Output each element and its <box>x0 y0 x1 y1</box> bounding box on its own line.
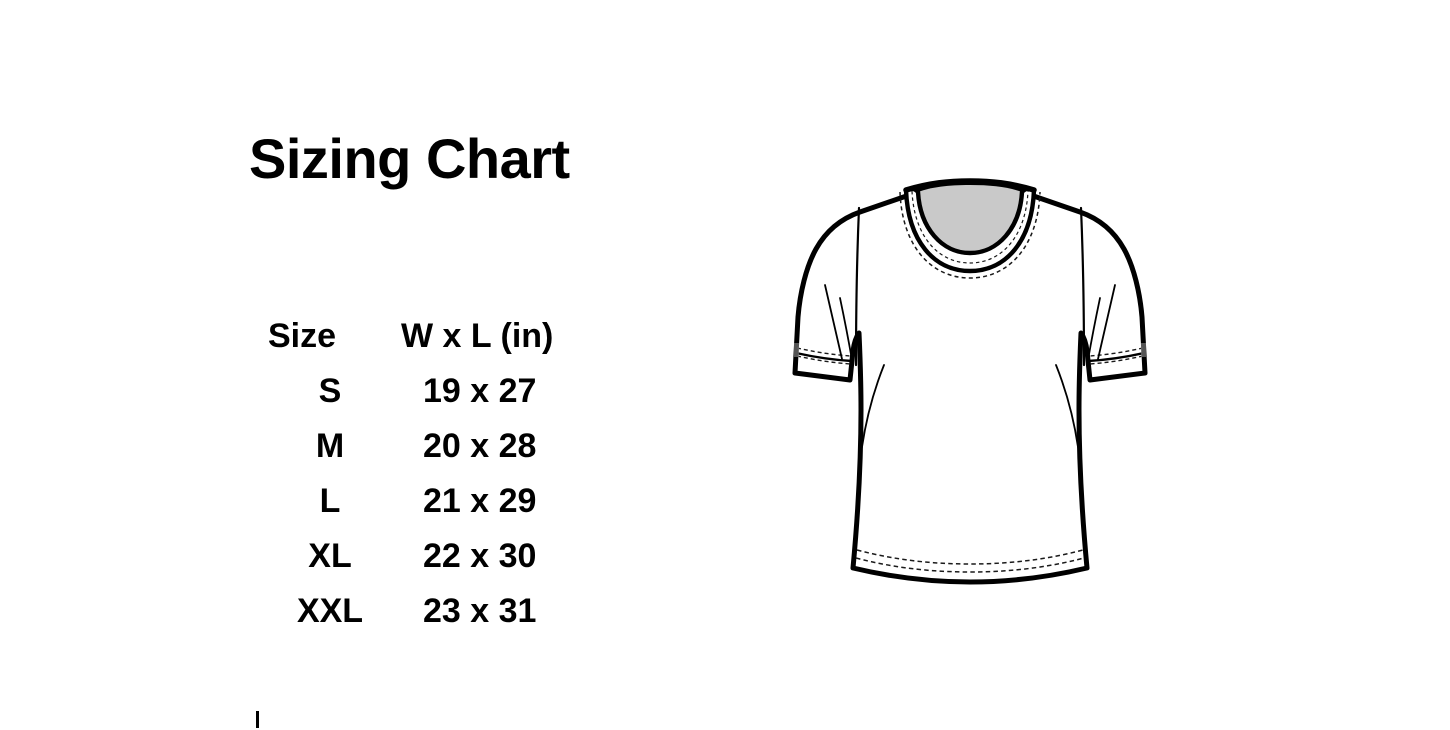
cell-dimensions: 21 x 29 <box>423 482 537 520</box>
table-body: S 19 x 27 M 20 x 28 L 21 x 29 XL 22 x 30… <box>262 364 598 639</box>
right-shoulder-seam <box>1079 206 1086 367</box>
collar-stitch-inner <box>911 190 1029 264</box>
cell-size: L <box>319 482 341 520</box>
collar-stitch-outer <box>899 191 1041 279</box>
table-header-row: Size W x L (in) <box>262 309 598 364</box>
text-cursor-caret <box>256 711 259 728</box>
collar-band <box>903 186 1037 274</box>
neckline-top-edge <box>903 178 1037 193</box>
tshirt-svg <box>792 178 1148 585</box>
cell-size: S <box>318 372 342 410</box>
column-header-dimensions: W x L (in) <box>401 317 554 355</box>
table-row: S 19 x 27 <box>262 364 598 419</box>
table-row: L 21 x 29 <box>262 474 598 529</box>
right-sleeve-fold-line <box>1097 284 1116 360</box>
table-row: M 20 x 28 <box>262 419 598 474</box>
sizing-table: Size W x L (in) S 19 x 27 M 20 x 28 L 21… <box>262 309 598 639</box>
table-header: Size W x L (in) <box>262 309 598 364</box>
cell-size: XL <box>308 537 352 575</box>
hem-stitch-upper <box>856 549 1084 565</box>
column-header-size: Size <box>268 317 337 355</box>
table-row: XXL 23 x 31 <box>262 584 598 639</box>
left-side-drape-line <box>861 364 885 448</box>
table-row: XL 22 x 30 <box>262 529 598 584</box>
cell-size: M <box>315 427 345 465</box>
left-sleeve-mark <box>794 343 799 357</box>
right-sleeve-cuff-line <box>1086 351 1146 363</box>
left-shoulder-seam <box>854 206 861 367</box>
cell-dimensions: 22 x 30 <box>423 537 537 575</box>
right-sleeve-mark <box>1141 343 1146 357</box>
tshirt-body-outline <box>792 182 1148 585</box>
page-title: Sizing Chart <box>249 127 570 190</box>
left-sleeve-stitch-upper <box>796 347 852 357</box>
right-side-drape-line <box>1055 364 1079 448</box>
cell-dimensions: 20 x 28 <box>423 427 537 465</box>
collar-inner <box>918 185 1022 253</box>
right-sleeve-stitch-upper <box>1088 347 1144 357</box>
left-armpit-drape-line <box>839 297 853 361</box>
hem-stitch-lower <box>855 557 1085 573</box>
right-armpit-drape-line <box>1087 297 1101 361</box>
tshirt-illustration <box>780 165 1160 615</box>
cell-dimensions: 23 x 31 <box>423 592 537 630</box>
left-sleeve-fold-line <box>824 284 843 360</box>
left-sleeve-stitch-lower <box>796 355 852 365</box>
left-sleeve-cuff-line <box>794 351 854 363</box>
cell-dimensions: 19 x 27 <box>423 372 537 410</box>
cell-size: XXL <box>296 592 364 630</box>
right-sleeve-stitch-lower <box>1088 355 1144 365</box>
